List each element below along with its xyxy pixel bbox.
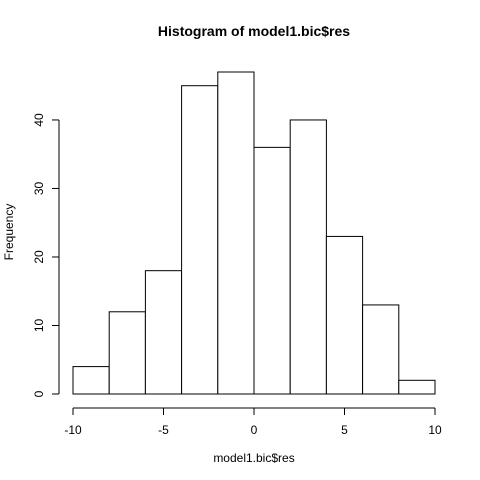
x-tick-label: -5: [158, 423, 169, 437]
x-axis-label: model1.bic$res: [213, 451, 294, 465]
histogram-bar-9: [398, 379, 436, 395]
histogram-bar-1: [108, 311, 146, 395]
bars-group: [72, 71, 436, 395]
histogram-bar-7: [325, 235, 364, 395]
y-tick-label: 30: [32, 181, 46, 195]
x-tick-label: 5: [341, 423, 348, 437]
x-tick-label: -10: [64, 423, 82, 437]
histogram-bar-3: [181, 85, 219, 395]
histogram-bar-6: [289, 119, 327, 395]
x-axis: -10 -5 0 5 10: [64, 407, 442, 437]
histogram-bar-8: [362, 304, 400, 395]
y-tick-label: 10: [32, 318, 46, 332]
histogram-bar-0: [72, 366, 110, 395]
histogram-bar-4: [217, 71, 255, 395]
y-tick-label: 40: [32, 113, 46, 127]
x-tick-label: 10: [428, 423, 442, 437]
y-tick-label: 0: [32, 390, 46, 397]
histogram-bar-2: [144, 270, 183, 395]
y-axis-label: Frequency: [2, 204, 16, 261]
chart-title: Histogram of model1.bic$res: [158, 23, 350, 39]
y-tick-label: 20: [32, 250, 46, 264]
y-axis: 0 10 20 30 40: [32, 113, 60, 397]
x-tick-label: 0: [251, 423, 258, 437]
histogram-bar-5: [253, 146, 291, 395]
